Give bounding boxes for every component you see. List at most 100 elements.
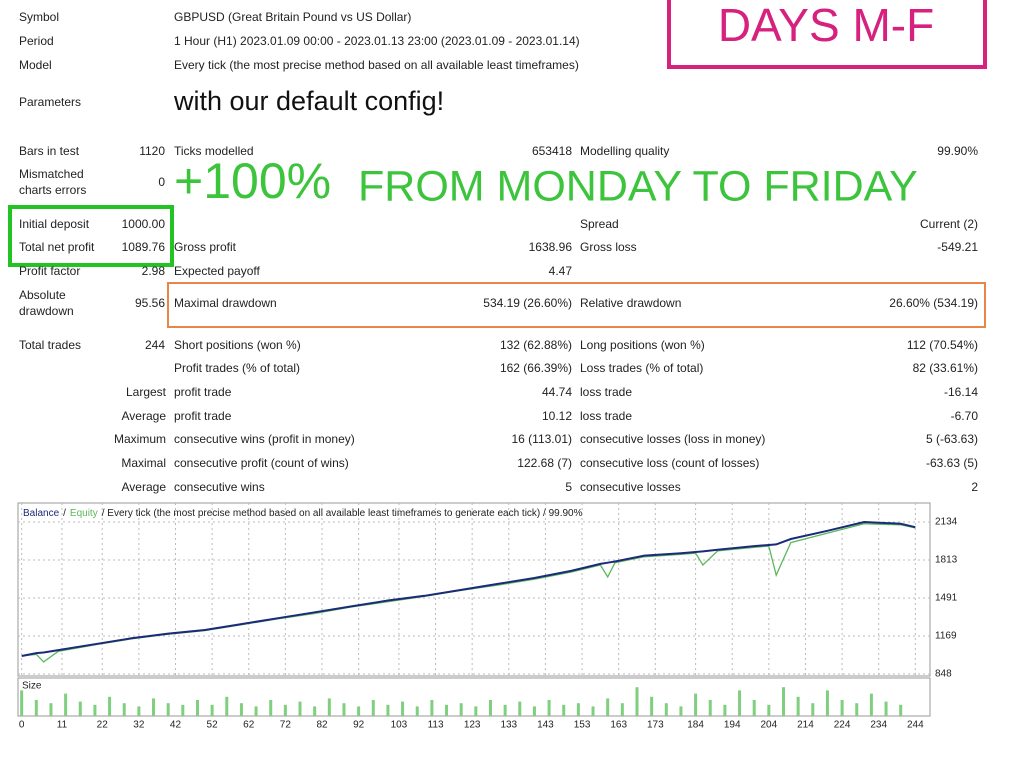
size-bar — [108, 696, 112, 716]
stat-label: Total trades — [19, 338, 81, 352]
y-tick-label: 1813 — [935, 555, 958, 566]
size-bar — [430, 700, 434, 716]
stat-label: Gross loss — [580, 240, 637, 254]
size-bar — [606, 698, 610, 716]
stat-label: Maximal — [121, 456, 166, 470]
size-bar — [532, 706, 536, 716]
chart-title: Balance / Equity / Every tick (the most pre… — [23, 508, 583, 519]
size-bar — [679, 706, 683, 716]
x-tick-label: 143 — [537, 720, 554, 731]
size-bar — [239, 703, 243, 716]
size-bar — [415, 706, 419, 716]
size-bar — [591, 706, 595, 716]
stat-value: 5 (-63.63) — [926, 432, 978, 446]
stat-value: 0 — [158, 175, 165, 189]
badge-text: DAYS M-F — [718, 0, 934, 51]
x-tick-label: 72 — [280, 720, 292, 731]
size-bar — [137, 706, 141, 716]
stat-label: consecutive wins (profit in money) — [174, 432, 355, 446]
size-bar — [401, 701, 405, 716]
header-label: Model — [19, 58, 52, 72]
size-bar — [93, 704, 97, 716]
stat-value: 244 — [145, 338, 165, 352]
stat-label: drawdown — [19, 304, 74, 318]
stat-value: 82 (33.61%) — [913, 361, 978, 375]
size-bar — [166, 703, 170, 716]
stat-value: 10.12 — [542, 409, 572, 423]
stat-value: 44.74 — [542, 385, 572, 399]
stat-label: profit trade — [174, 409, 232, 423]
y-tick-label: 2134 — [935, 517, 958, 528]
x-tick-label: 204 — [760, 720, 777, 731]
stat-value: 1638.96 — [529, 240, 573, 254]
stat-label: loss trade — [580, 409, 632, 423]
size-bar — [708, 700, 712, 716]
stat-label: Gross profit — [174, 240, 237, 254]
x-tick-label: 113 — [428, 720, 444, 731]
stat-label: Initial deposit — [19, 217, 90, 231]
size-bar — [855, 703, 859, 716]
size-bar — [620, 703, 624, 716]
stat-label: Total net profit — [19, 240, 95, 254]
size-bar — [767, 704, 771, 716]
stat-value: -63.63 (5) — [926, 456, 978, 470]
size-bar — [34, 700, 38, 716]
stat-value: -549.21 — [937, 240, 978, 254]
headline-text: FROM MONDAY TO FRIDAY — [358, 162, 918, 210]
stat-label: Bars in test — [19, 144, 80, 158]
stat-label: consecutive losses — [580, 480, 681, 494]
stat-label: Modelling quality — [580, 144, 669, 158]
size-bar — [899, 704, 903, 716]
size-bar — [488, 700, 492, 716]
stat-label: Maximal drawdown — [174, 296, 277, 310]
header-label: Symbol — [19, 10, 59, 24]
x-tick-label: 214 — [797, 720, 814, 731]
stat-label: Average — [122, 480, 167, 494]
size-bar — [254, 706, 258, 716]
x-tick-label: 244 — [907, 720, 924, 731]
size-bar — [650, 696, 654, 716]
stat-value: 95.56 — [135, 296, 165, 310]
size-bar — [78, 701, 82, 716]
x-tick-label: 133 — [500, 720, 517, 731]
plot-frame — [17, 502, 931, 677]
size-frame — [17, 677, 931, 717]
stat-label: Loss trades (% of total) — [580, 361, 703, 375]
size-label: Size — [22, 681, 42, 692]
size-bar — [811, 703, 815, 716]
stat-value: 534.19 (26.60%) — [483, 296, 572, 310]
size-bar — [474, 706, 478, 716]
size-bar — [283, 704, 287, 716]
legend-entry: Balance — [23, 508, 60, 519]
x-tick-label: 163 — [610, 720, 627, 731]
x-tick-label: 32 — [133, 720, 145, 731]
size-bar — [694, 693, 698, 716]
stat-value: 162 (66.39%) — [500, 361, 572, 375]
size-bar — [225, 696, 229, 716]
x-tick-label: 123 — [464, 720, 481, 731]
size-bar — [357, 706, 361, 716]
size-bar — [576, 703, 580, 716]
x-tick-label: 224 — [834, 720, 851, 731]
stat-value: 4.47 — [549, 264, 573, 278]
config-note: with our default config! — [173, 86, 444, 116]
size-bar — [122, 703, 126, 716]
header-label: Period — [19, 34, 54, 48]
size-bar — [313, 706, 317, 716]
stat-label: Expected payoff — [174, 264, 261, 278]
size-bar — [195, 700, 199, 716]
stat-value: 1000.00 — [122, 217, 166, 231]
x-tick-label: 62 — [243, 720, 255, 731]
stat-value: 2.98 — [142, 264, 166, 278]
size-bar — [723, 704, 727, 716]
stat-label: Spread — [580, 217, 619, 231]
x-tick-label: 0 — [19, 720, 25, 731]
size-bar — [884, 701, 888, 716]
stat-value: 26.60% (534.19) — [889, 296, 978, 310]
header-value: 1 Hour (H1) 2023.01.09 00:00 - 2023.01.1… — [174, 34, 580, 48]
chart-subtitle: / Every tick (the most precise method ba… — [102, 508, 583, 519]
x-tick-label: 52 — [207, 720, 219, 731]
stat-label: consecutive profit (count of wins) — [174, 456, 349, 470]
size-bar — [635, 687, 639, 716]
